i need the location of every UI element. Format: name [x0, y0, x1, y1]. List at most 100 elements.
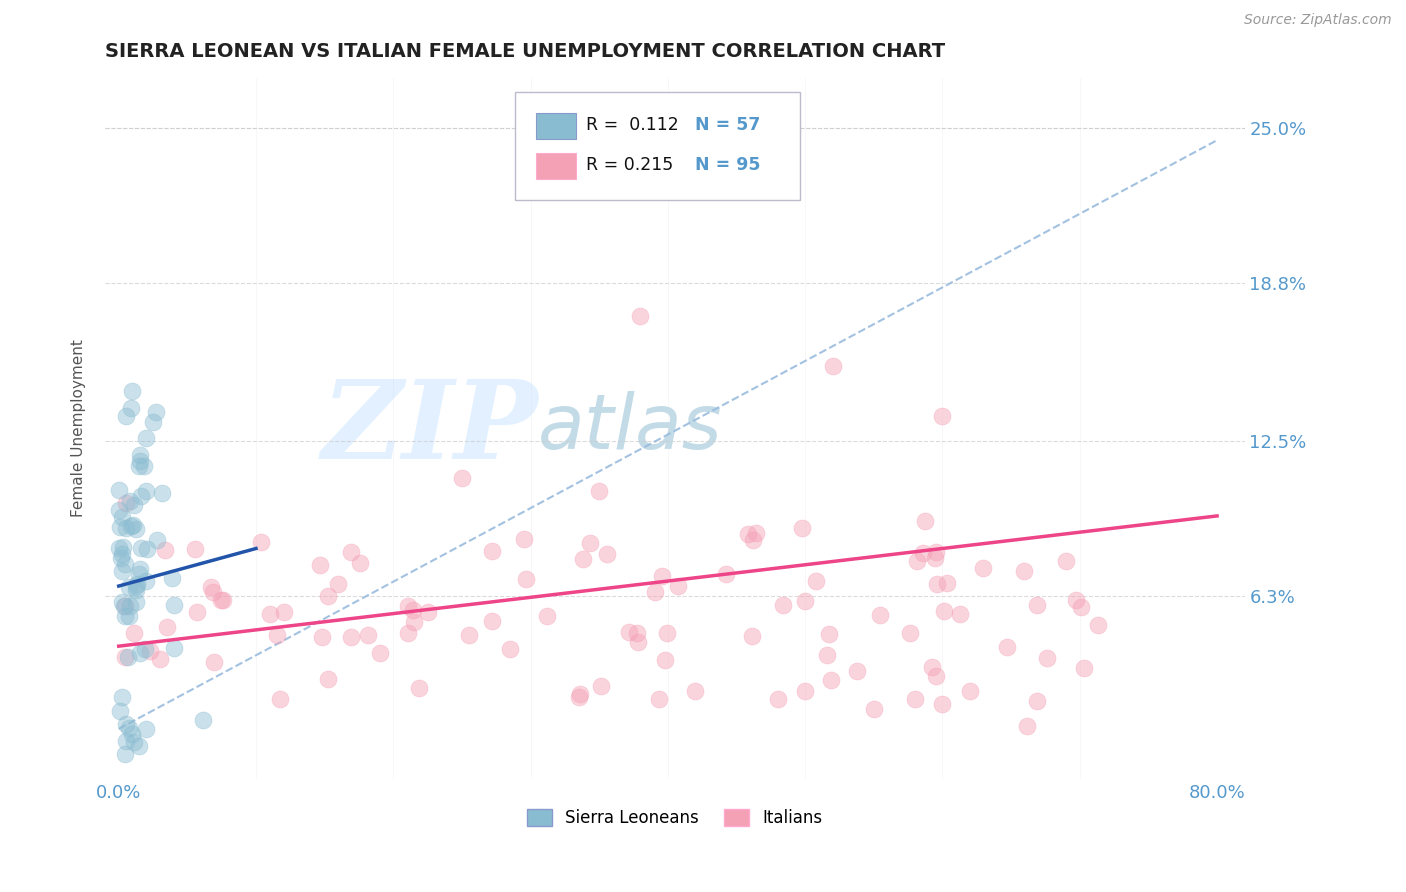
Point: [1026, 694, 1049, 708]
Point: [163, 640, 186, 655]
Point: [129, 562, 152, 576]
Point: [200, 580, 222, 594]
Point: [186, 605, 208, 619]
Point: [863, 702, 886, 716]
Point: [134, 459, 156, 474]
Point: [1026, 599, 1049, 613]
Point: [820, 673, 842, 687]
Point: [804, 574, 827, 589]
Point: [907, 554, 929, 568]
Point: [1036, 651, 1059, 665]
Point: [1073, 660, 1095, 674]
Point: [163, 598, 186, 612]
Point: [266, 627, 288, 641]
Point: [648, 691, 671, 706]
Point: [931, 697, 953, 711]
Point: [114, 557, 136, 571]
Point: [644, 585, 666, 599]
Point: [666, 579, 689, 593]
Point: [685, 684, 707, 698]
Point: [135, 542, 157, 557]
Point: [311, 630, 333, 644]
Point: [114, 521, 136, 535]
Point: [111, 595, 134, 609]
Point: [118, 581, 141, 595]
Point: [794, 684, 817, 698]
Point: [209, 593, 232, 607]
Point: [617, 624, 640, 639]
Point: [131, 489, 153, 503]
Point: [1015, 719, 1038, 733]
Point: [869, 607, 891, 622]
Point: [1087, 618, 1109, 632]
Point: [124, 579, 146, 593]
Y-axis label: Female Unemployment: Female Unemployment: [72, 339, 86, 517]
Point: [118, 599, 141, 614]
Point: [111, 540, 134, 554]
Point: [111, 547, 134, 561]
Point: [120, 519, 142, 533]
Point: [626, 635, 648, 649]
Point: [134, 641, 156, 656]
Point: [340, 544, 363, 558]
Point: [402, 603, 425, 617]
Point: [110, 551, 132, 566]
Point: [568, 687, 591, 701]
Point: [1012, 565, 1035, 579]
Point: [114, 496, 136, 510]
Point: [655, 626, 678, 640]
Point: [121, 384, 143, 398]
Point: [114, 599, 136, 614]
Point: [742, 533, 765, 547]
Point: [845, 664, 868, 678]
Point: [630, 309, 652, 323]
Point: [626, 625, 648, 640]
Point: [579, 536, 602, 550]
Text: SIERRA LEONEAN VS ITALIAN FEMALE UNEMPLOYMENT CORRELATION CHART: SIERRA LEONEAN VS ITALIAN FEMALE UNEMPLO…: [105, 42, 945, 61]
Point: [191, 713, 214, 727]
Point: [128, 739, 150, 754]
Point: [110, 520, 132, 534]
Point: [156, 620, 179, 634]
Point: [108, 541, 131, 556]
Point: [114, 734, 136, 748]
Point: [911, 546, 934, 560]
Point: [924, 550, 946, 565]
Point: [790, 521, 813, 535]
Point: [122, 735, 145, 749]
Point: [135, 722, 157, 736]
Point: [121, 517, 143, 532]
Point: [120, 494, 142, 508]
Point: [898, 626, 921, 640]
Point: [114, 409, 136, 423]
Point: [515, 572, 537, 586]
Point: [212, 593, 235, 607]
Point: [128, 566, 150, 581]
Point: [935, 576, 957, 591]
Point: [737, 526, 759, 541]
Point: [120, 401, 142, 416]
Point: [766, 691, 789, 706]
Point: [114, 747, 136, 761]
Point: [925, 669, 948, 683]
Point: [340, 630, 363, 644]
Point: [316, 589, 339, 603]
Text: R = 0.215: R = 0.215: [586, 155, 673, 174]
Point: [139, 643, 162, 657]
Point: [153, 543, 176, 558]
Point: [129, 646, 152, 660]
Point: [125, 522, 148, 536]
Point: [772, 598, 794, 612]
Bar: [536, 112, 575, 139]
Point: [114, 650, 136, 665]
Point: [572, 552, 595, 566]
Point: [959, 684, 981, 698]
Point: [111, 564, 134, 578]
Point: [931, 409, 953, 423]
Point: [793, 594, 815, 608]
Point: [745, 525, 768, 540]
Point: [318, 673, 340, 687]
Point: [135, 431, 157, 445]
Point: [326, 577, 349, 591]
Point: [201, 585, 224, 599]
